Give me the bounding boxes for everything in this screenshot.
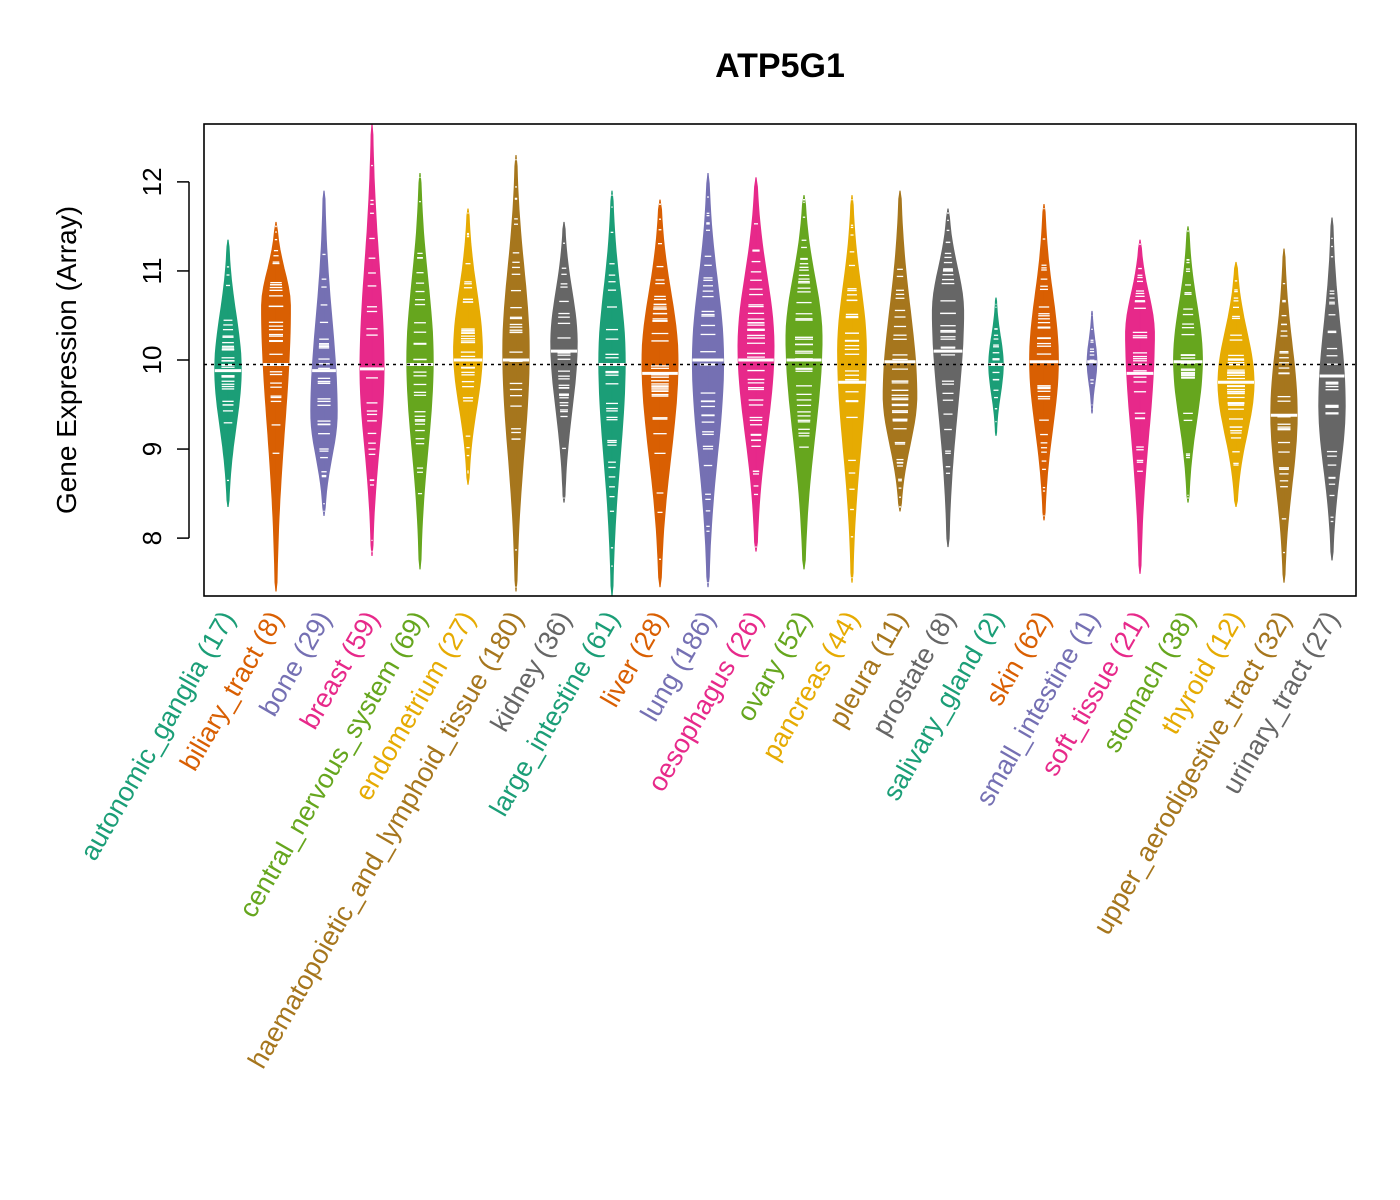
- y-tick-label: 10: [137, 346, 167, 375]
- x-axis-labels: autonomic_ganglia (17)biliary_tract (8)b…: [74, 606, 1345, 1073]
- chart-title: ATP5G1: [715, 47, 845, 85]
- y-axis: 8 9 10 11 12: [137, 167, 189, 545]
- y-axis-label: Gene Expression (Array): [51, 206, 82, 514]
- y-tick-label: 9: [137, 442, 167, 456]
- y-tick-label: 8: [137, 531, 167, 545]
- y-tick-label: 11: [137, 257, 167, 284]
- violins-layer: [215, 124, 1345, 596]
- y-tick-label: 12: [137, 167, 167, 196]
- violin-chart: ATP5G1 Gene Expression (Array) 89101112 …: [0, 0, 1400, 1200]
